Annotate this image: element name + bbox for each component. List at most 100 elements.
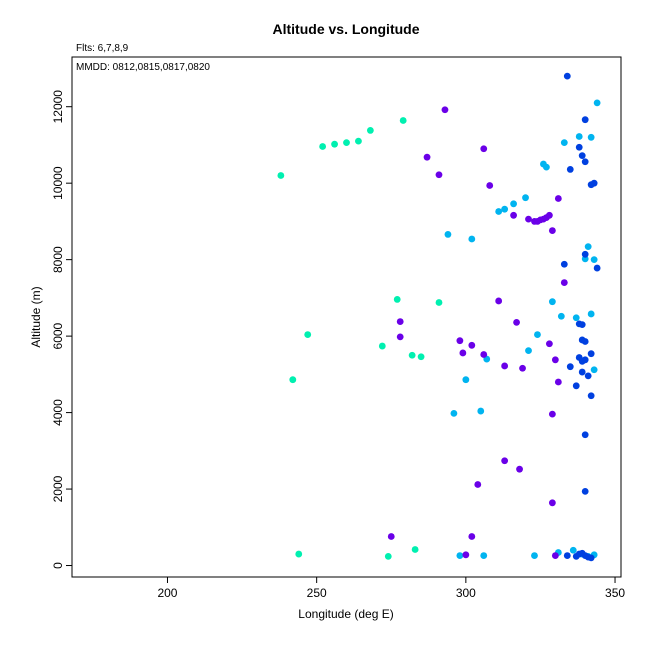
data-point: [581, 158, 589, 166]
data-point: [423, 153, 431, 161]
data-point: [343, 139, 350, 147]
data-point: [462, 376, 470, 384]
data-point: [486, 182, 494, 189]
data-point: [566, 363, 574, 371]
data-point: [557, 312, 565, 320]
data-point: [569, 546, 577, 554]
data-point: [525, 215, 532, 223]
data-point: [554, 378, 562, 386]
data-point: [587, 310, 595, 318]
data-point: [289, 376, 297, 384]
data-point: [545, 211, 553, 219]
data-point: [468, 533, 476, 540]
y-tick-label: 10000: [51, 166, 65, 200]
data-point: [543, 163, 550, 171]
data-point: [378, 342, 386, 350]
y-tick-label: 12000: [51, 90, 65, 124]
data-point: [587, 392, 595, 400]
data-point: [548, 298, 556, 306]
data-point: [501, 362, 509, 370]
data-point: [554, 195, 562, 202]
data-point: [366, 127, 374, 134]
data-point: [396, 333, 404, 341]
data-point: [393, 296, 401, 303]
data-point: [545, 340, 553, 348]
data-point: [495, 208, 503, 215]
y-tick-label: 8000: [51, 246, 65, 273]
data-point: [590, 256, 598, 264]
data-point: [462, 551, 470, 559]
data-point: [566, 166, 574, 173]
data-point: [477, 407, 485, 415]
data-point: [501, 205, 509, 213]
y-tick-label: 2000: [51, 475, 65, 502]
data-point: [593, 264, 601, 272]
data-point: [510, 200, 517, 208]
plot-frame: [71, 56, 622, 578]
data-point: [480, 145, 488, 153]
data-point: [495, 297, 503, 305]
data-point: [522, 194, 529, 202]
data-point: [572, 314, 580, 322]
x-axis: 200 250 300 350: [157, 576, 625, 600]
data-point: [411, 546, 419, 553]
data-point: [456, 337, 464, 345]
data-point: [581, 431, 589, 439]
y-tick-label: 4000: [51, 399, 65, 426]
data-point: [399, 117, 407, 124]
data-point: [319, 143, 327, 150]
data-point: [408, 351, 416, 359]
data-point: [578, 152, 586, 160]
data-point: [563, 72, 571, 80]
data-point: [384, 552, 392, 560]
data-point: [435, 171, 443, 179]
y-axis-label: Altitude (m): [29, 286, 43, 347]
data-point: [578, 357, 586, 365]
data-point: [563, 552, 571, 559]
data-point: [441, 106, 449, 114]
data-point: [331, 140, 338, 148]
x-tick-label: 350: [605, 586, 625, 600]
data-point: [551, 552, 559, 559]
data-point: [480, 351, 488, 358]
data-point: [587, 554, 595, 562]
data-point: [516, 465, 523, 473]
data-point: [572, 382, 580, 390]
data-point: [444, 231, 452, 238]
data-point: [581, 487, 589, 495]
data-point: [560, 139, 568, 147]
data-point: [456, 552, 464, 559]
data-point: [510, 211, 517, 219]
data-point: [513, 318, 520, 326]
data-point: [355, 137, 362, 145]
data-point: [593, 99, 601, 107]
data-point: [578, 321, 586, 329]
flights-annotation: Flts: 6,7,8,9: [76, 43, 129, 54]
y-tick-label: 0: [51, 562, 65, 569]
data-point: [590, 179, 598, 187]
data-point: [587, 350, 595, 358]
x-tick-label: 200: [157, 586, 177, 600]
chart-title: Altitude vs. Longitude: [273, 21, 420, 37]
data-point: [450, 409, 458, 417]
data-point: [468, 341, 476, 349]
data-point: [468, 235, 476, 243]
data-point: [435, 299, 443, 306]
data-point: [304, 331, 312, 338]
data-point: [480, 552, 488, 559]
data-point: [459, 349, 467, 357]
data-point: [548, 499, 556, 507]
data-point: [474, 481, 482, 488]
data-point: [531, 552, 538, 559]
data-point: [584, 243, 592, 251]
data-point: [590, 366, 598, 374]
data-point: [575, 143, 583, 151]
y-axis: 0 2000 4000 6000 8000 10000 12000: [51, 90, 73, 569]
data-point: [396, 318, 404, 325]
y-tick-label: 6000: [51, 322, 65, 349]
data-point: [534, 331, 541, 338]
dates-annotation: MMDD: 0812,0815,0817,0820: [76, 62, 210, 73]
data-point: [587, 133, 595, 141]
